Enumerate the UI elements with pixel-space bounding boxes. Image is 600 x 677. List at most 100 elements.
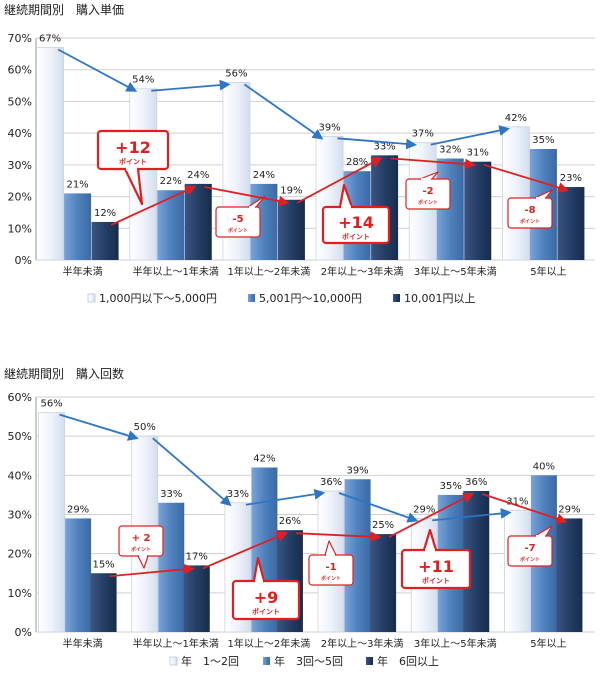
y-tick-label: 60% — [8, 391, 32, 404]
data-label-s2-c0: 15% — [92, 559, 114, 570]
callout-4: -8 ポイント — [507, 189, 553, 229]
trend-arrow-red — [483, 163, 569, 193]
trend-arrow-blue — [151, 79, 231, 92]
y-tick-label: 50% — [8, 430, 32, 443]
chart2-data-labels: 56% 50% 33% 36% 29% 31% 29% 33% 42% 39% 35% 40% 15% 1… — [40, 399, 580, 571]
data-label-s1-c1: 33% — [160, 489, 182, 500]
trend-arrow-red — [296, 157, 383, 204]
trend-arrow-blue — [337, 137, 417, 150]
y-tick-label: 40% — [8, 469, 32, 482]
legend-label: 5,001円～10,000円 — [259, 292, 362, 305]
legend-label: 年 3回～5回 — [274, 654, 343, 668]
data-label-s2-c4: 36% — [465, 477, 487, 488]
callout-box — [231, 579, 301, 621]
trend-arrow-red — [202, 531, 288, 570]
callout-0: + 2 ポイント — [118, 525, 164, 569]
callout-unit: ポイント — [520, 218, 540, 225]
bar-s0-c0 — [36, 47, 64, 261]
y-tick-label: 30% — [8, 159, 32, 172]
trend-arrow-red — [109, 563, 195, 578]
trend-arrow-blue — [59, 413, 139, 441]
chart2-arrows — [59, 413, 568, 578]
trend-arrow-blue — [338, 492, 419, 523]
callout-box — [507, 535, 553, 567]
callout-value: -7 — [524, 543, 535, 554]
trend-arrow-blue — [245, 488, 326, 506]
y-tick-label: 0% — [15, 254, 32, 267]
y-tick-label: 10% — [8, 587, 32, 600]
data-label-s2-c0: 12% — [94, 208, 116, 219]
callout-value: +11 — [418, 557, 454, 576]
legend-swatch — [87, 293, 96, 303]
data-label-s1-c4: 35% — [440, 481, 462, 492]
callout-unit: ポイント — [321, 575, 341, 582]
callout-value: + 2 — [132, 533, 151, 544]
data-label-s1-c5: 40% — [533, 461, 555, 472]
data-label-s0-c3: 39% — [318, 122, 340, 133]
data-label-s1-c3: 28% — [346, 157, 368, 168]
chart2-x-axis: 半年未満 半年以上～1年未満 1年以上～2年未満 2年以上～3年未満 3年以上～5年未満… — [63, 637, 567, 650]
data-label-s0-c1: 54% — [132, 75, 154, 86]
trend-arrow-blue — [432, 508, 512, 522]
data-label-s0-c5: 42% — [505, 113, 527, 124]
x-tick-label: 半年以上～1年未満 — [133, 637, 219, 650]
data-label-s0-c3: 36% — [320, 477, 342, 488]
trend-arrow-red — [390, 157, 476, 170]
callout-unit: ポイント — [252, 607, 280, 616]
data-label-s1-c0: 21% — [66, 179, 88, 190]
legend-label: 10,001円以上 — [404, 292, 476, 305]
data-label-s1-c2: 24% — [253, 170, 275, 181]
y-tick-label: 20% — [8, 548, 32, 561]
chart1-title: 継続期間別 購入単価 — [4, 2, 124, 17]
callout-unit: ポイント — [131, 546, 151, 553]
legend-swatch — [169, 656, 178, 666]
legend-swatch — [366, 657, 373, 665]
x-tick-label: 1年以上～2年未満 — [228, 637, 311, 650]
callout-value: -8 — [524, 205, 535, 216]
trend-arrow-blue — [243, 83, 324, 140]
y-tick-label: 30% — [8, 509, 32, 522]
x-tick-label: 5年以上 — [530, 265, 566, 278]
legend-swatch — [263, 657, 270, 665]
data-label-s0-c4: 29% — [413, 504, 435, 515]
data-label-s2-c3: 25% — [372, 520, 394, 531]
data-label-s1-c3: 39% — [346, 465, 368, 476]
bar-s2-c5 — [557, 187, 585, 260]
chart2-legend: 年 1～2回 年 3回～5回 年 6回以上 — [169, 654, 439, 668]
bar-s1-c1 — [158, 502, 185, 632]
y-tick-label: 10% — [8, 222, 32, 235]
trend-arrow-blue — [57, 48, 138, 92]
data-label-s2-c4: 31% — [467, 148, 489, 159]
legend-swatch — [248, 294, 255, 302]
callout-4: -7 ポイント — [507, 525, 553, 567]
callout-unit: ポイント — [520, 556, 540, 563]
bar-s2-c4 — [464, 161, 492, 260]
bar-s2-c0 — [91, 221, 119, 260]
legend-label: 年 6回以上 — [377, 654, 439, 668]
x-tick-label: 半年未満 — [63, 265, 103, 278]
data-label-s1-c0: 29% — [67, 504, 89, 515]
data-label-s0-c0: 56% — [40, 399, 62, 410]
callout-unit: ポイント — [418, 199, 438, 206]
data-label-s1-c2: 42% — [253, 454, 275, 465]
chart2-y-axis: 0% 10% 20% 30% 40% 50% 60% — [8, 391, 32, 639]
y-tick-label: 40% — [8, 127, 32, 140]
legend-label: 年 1～2回 — [181, 654, 239, 668]
callout-3: -2 ポイント — [405, 171, 451, 210]
bar-s2-c2 — [277, 199, 305, 260]
y-tick-label: 20% — [8, 191, 32, 204]
trend-arrow-blue — [430, 125, 511, 146]
data-label-s2-c3: 33% — [373, 141, 395, 152]
data-label-s0-c1: 50% — [134, 422, 156, 433]
callout-unit: ポイント — [342, 232, 370, 241]
bar-s2-c1 — [183, 565, 210, 632]
bar-s2-c0 — [90, 573, 117, 632]
callout-2: -1 ポイント — [308, 540, 354, 586]
data-label-s2-c2: 26% — [279, 516, 301, 527]
callout-value: +9 — [254, 588, 279, 607]
